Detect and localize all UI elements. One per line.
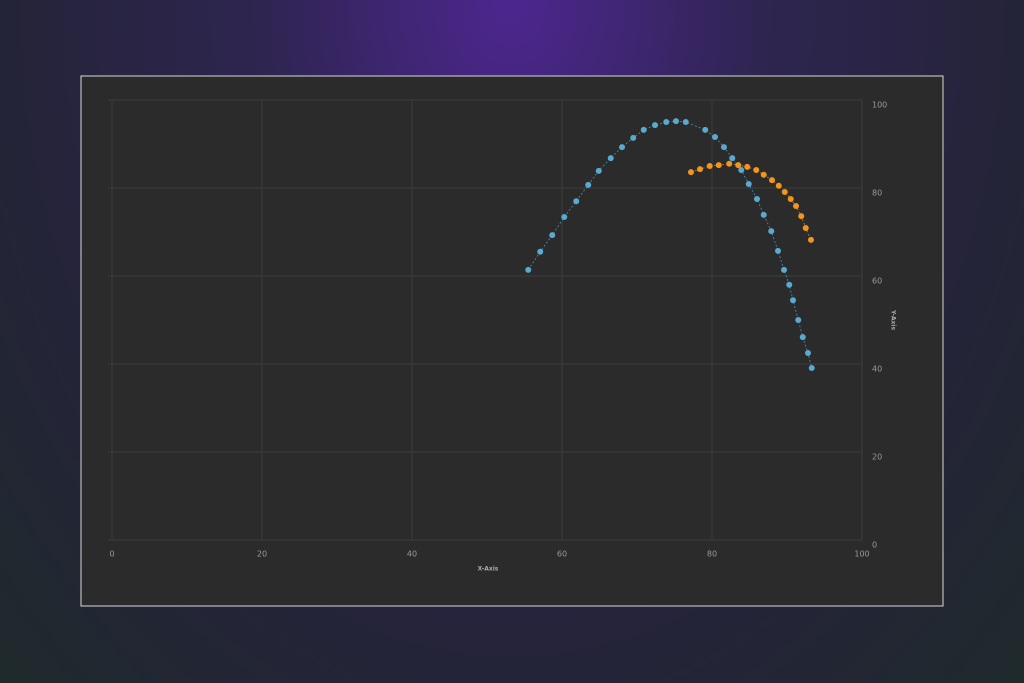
data-point (738, 166, 745, 173)
data-point (786, 281, 793, 288)
y-tick-label: 80 (872, 189, 882, 198)
data-point (798, 213, 805, 220)
data-point (729, 155, 736, 162)
data-point (799, 334, 806, 341)
data-point (781, 188, 788, 195)
x-tick-label: 80 (707, 550, 717, 559)
data-point (663, 119, 670, 125)
data-point (805, 350, 811, 356)
data-point (702, 126, 709, 133)
data-point (688, 169, 694, 176)
x-tick-label: 0 (109, 550, 114, 559)
y-tick-label: 20 (872, 453, 882, 462)
x-tick-label: 20 (257, 550, 267, 559)
chart-panel (80, 75, 944, 607)
x-tick-label: 100 (854, 550, 869, 559)
data-point (712, 133, 718, 140)
data-point (790, 297, 796, 304)
data-point (802, 225, 809, 232)
y-tick-label: 60 (872, 277, 882, 286)
data-point (721, 144, 727, 151)
data-point (607, 155, 614, 162)
data-point (744, 163, 751, 170)
data-point (760, 211, 767, 218)
data-point (525, 266, 532, 273)
x-tick-label: 40 (407, 550, 417, 559)
x-axis-title: X-Axis (478, 566, 499, 573)
data-point (753, 166, 760, 173)
data-point (630, 134, 637, 141)
data-point (745, 181, 752, 188)
y-axis-title: Y-Axis (890, 309, 897, 331)
data-point (781, 266, 787, 273)
data-point (537, 248, 544, 255)
data-point (754, 196, 760, 202)
data-point (808, 364, 815, 371)
data-point (808, 236, 814, 243)
data-point (715, 162, 722, 169)
data-point (585, 181, 592, 188)
data-point (573, 198, 580, 205)
data-point (640, 126, 647, 133)
data-point (561, 214, 568, 221)
data-point (793, 203, 799, 210)
data-point (682, 119, 689, 125)
data-point (726, 160, 733, 167)
data-point (760, 171, 767, 178)
data-point (619, 144, 625, 151)
series-line (527, 120, 813, 369)
data-point (549, 232, 556, 239)
data-point (673, 118, 679, 125)
data-point (775, 182, 782, 189)
data-point (775, 247, 781, 254)
data-point (735, 162, 742, 169)
data-point (795, 317, 802, 323)
data-point (652, 122, 658, 129)
data-point (697, 166, 703, 173)
data-point (706, 163, 713, 169)
x-tick-label: 60 (557, 550, 567, 559)
data-point (787, 196, 794, 202)
y-tick-label: 100 (872, 101, 887, 110)
data-point (595, 167, 602, 174)
data-point (768, 228, 775, 235)
data-point (769, 177, 775, 184)
y-tick-label: 40 (872, 365, 882, 374)
y-tick-label: 0 (872, 541, 877, 550)
